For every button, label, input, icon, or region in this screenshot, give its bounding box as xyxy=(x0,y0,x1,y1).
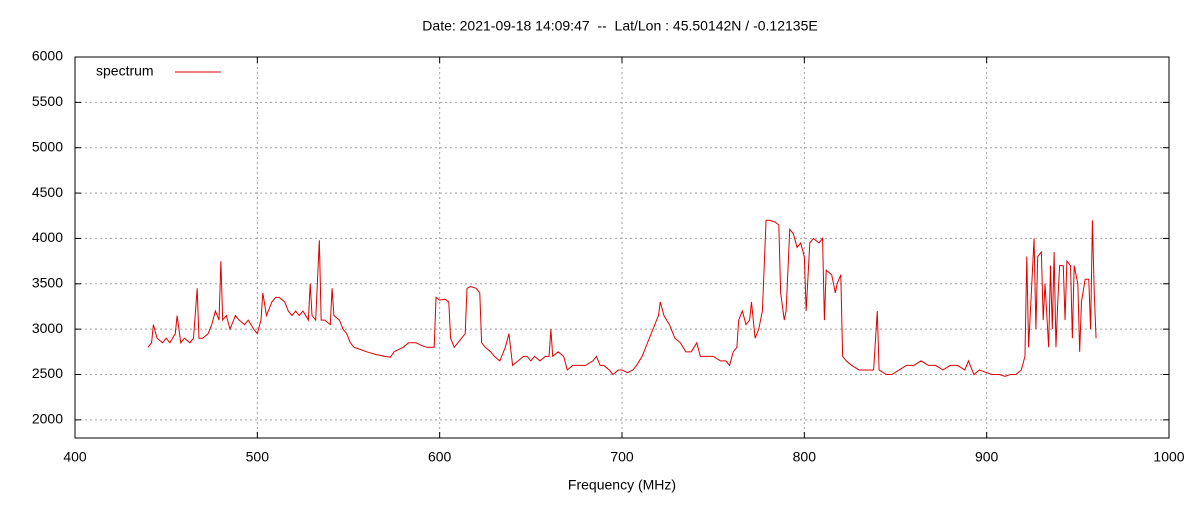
y-tick-label: 6000 xyxy=(32,48,63,64)
y-tick-label: 4500 xyxy=(32,184,63,200)
plot-frame xyxy=(74,56,1170,439)
y-tick-label: 3500 xyxy=(32,274,63,290)
y-tick-label: 2500 xyxy=(32,365,63,381)
y-tick-label: 4000 xyxy=(32,229,63,245)
spectrum-line xyxy=(147,219,1097,377)
x-tick-label: 800 xyxy=(793,449,817,465)
x-tick-label: 700 xyxy=(610,449,634,465)
x-tick-label: 900 xyxy=(975,449,999,465)
x-tick-label: 400 xyxy=(63,449,87,465)
y-tick-label: 5500 xyxy=(32,93,63,109)
legend-label: spectrum xyxy=(96,63,154,79)
x-tick-label: 600 xyxy=(428,449,452,465)
chart-title: Date: 2021-09-18 14:09:47 -- Lat/Lon : 4… xyxy=(422,18,817,34)
x-tick-label: 1000 xyxy=(1153,449,1184,465)
x-axis-label: Frequency (MHz) xyxy=(568,477,676,493)
y-tick-label: 5000 xyxy=(32,138,63,154)
x-tick-label: 500 xyxy=(246,449,270,465)
y-tick-label: 2000 xyxy=(32,411,63,427)
y-tick-label: 3000 xyxy=(32,320,63,336)
